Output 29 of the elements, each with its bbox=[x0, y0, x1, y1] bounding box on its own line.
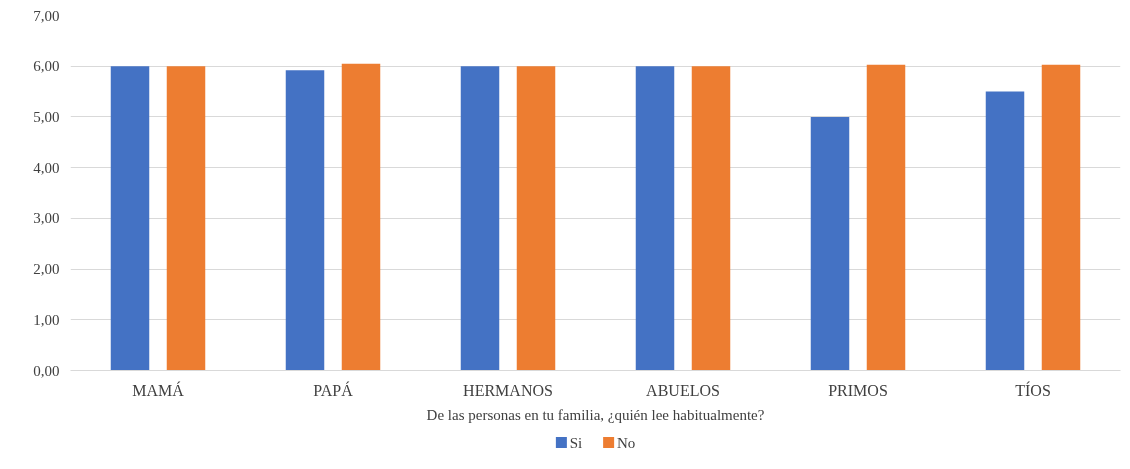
bar bbox=[341, 63, 381, 371]
y-tick-label: 1,00 bbox=[33, 311, 60, 328]
bar bbox=[166, 66, 206, 371]
bar bbox=[866, 64, 906, 371]
y-tick-label: 0,00 bbox=[33, 362, 60, 379]
y-tick-label: 6,00 bbox=[33, 58, 60, 75]
bar bbox=[516, 66, 556, 371]
y-tick-label: 2,00 bbox=[33, 261, 60, 278]
y-tick-label: 5,00 bbox=[33, 108, 60, 125]
bar bbox=[285, 70, 325, 371]
legend-label: Si bbox=[569, 434, 583, 451]
x-tick-label: ABUELOS bbox=[646, 381, 720, 399]
bar bbox=[110, 66, 150, 371]
bar bbox=[691, 66, 731, 371]
bar bbox=[635, 66, 675, 371]
x-tick-label: PAPÁ bbox=[313, 380, 354, 399]
x-tick-label: MAMÁ bbox=[132, 380, 185, 399]
y-tick-label: 3,00 bbox=[33, 210, 60, 227]
x-tick-label: PRIMOS bbox=[828, 381, 888, 399]
bar bbox=[810, 116, 850, 371]
bar bbox=[1041, 64, 1081, 371]
y-tick-label: 7,00 bbox=[33, 7, 60, 24]
legend-label: No bbox=[617, 434, 636, 451]
x-tick-label: TÍOS bbox=[1015, 380, 1051, 399]
bar bbox=[985, 91, 1025, 371]
y-tick-label: 4,00 bbox=[33, 159, 60, 176]
x-axis-title: De las personas en tu familia, ¿quién lee habitualmente? bbox=[426, 406, 765, 423]
bar bbox=[460, 66, 500, 371]
x-tick-label: HERMANOS bbox=[463, 381, 553, 399]
